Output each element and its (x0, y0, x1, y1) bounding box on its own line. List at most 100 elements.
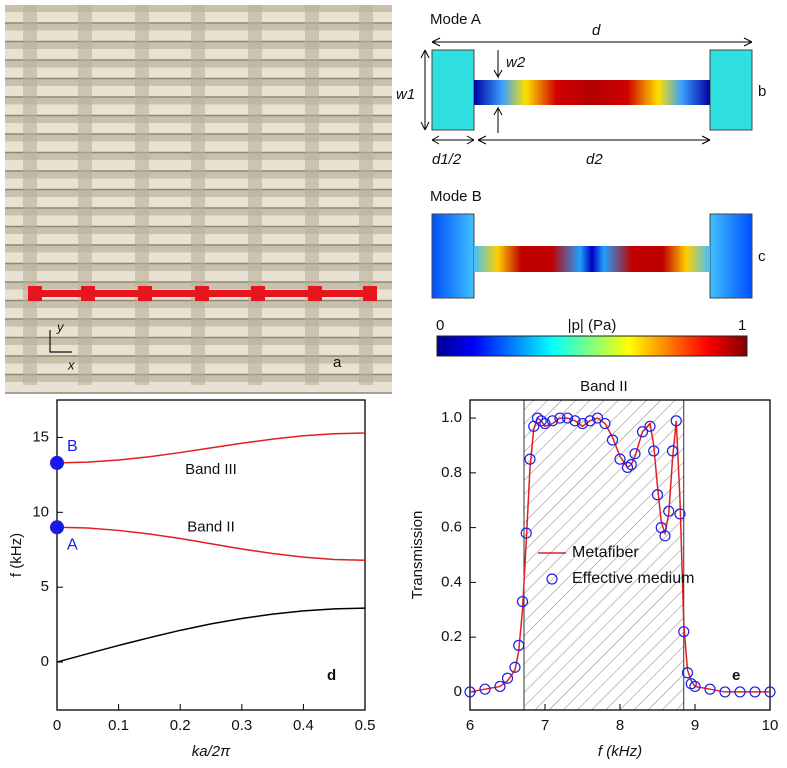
marker (659, 530, 671, 542)
y-tick-label: 0.6 (441, 519, 462, 536)
x-tick-label: 8 (616, 717, 624, 734)
column (305, 5, 319, 385)
legend-marker (546, 573, 558, 585)
marker (524, 453, 536, 465)
column (78, 5, 92, 385)
marker (569, 415, 581, 427)
panel-label: d (327, 667, 336, 684)
dim-label: d2 (586, 151, 603, 168)
marker (464, 686, 476, 698)
marker (670, 415, 682, 427)
marker (681, 667, 694, 679)
colorbar-label: |p| (Pa) (568, 317, 617, 334)
dim-label: w2 (506, 54, 526, 71)
marker (749, 686, 761, 698)
mode-shape (709, 49, 753, 131)
column (359, 5, 373, 385)
x-tick-label: 0 (53, 717, 61, 734)
marker (629, 448, 641, 460)
series-line (56, 607, 366, 663)
dim-arrow (420, 49, 430, 131)
marker (513, 639, 525, 651)
marker (591, 412, 604, 424)
dim-arrow (431, 135, 711, 145)
dim-label: d (592, 22, 601, 39)
x-tick-label: 6 (466, 717, 474, 734)
colorbar-min: 0 (436, 317, 444, 334)
marker (554, 412, 566, 424)
marker (531, 412, 544, 424)
marker (546, 415, 559, 427)
band-region (523, 399, 685, 711)
x-tick-label: 0.4 (293, 717, 314, 734)
colorbar (436, 335, 748, 357)
panel-label: b (758, 83, 766, 100)
marker (764, 686, 776, 698)
dim-arrow (493, 50, 503, 133)
marker (494, 680, 506, 693)
marker (621, 461, 634, 473)
marker (636, 426, 649, 438)
plot-frame (56, 399, 366, 711)
marker (685, 678, 697, 690)
y-tick-label: 0.8 (441, 464, 462, 481)
point-label: B (67, 438, 78, 455)
column (191, 5, 205, 385)
marker (734, 686, 746, 698)
marker (576, 417, 589, 430)
mode-point (50, 520, 64, 535)
red-block (81, 286, 95, 301)
marker (520, 527, 532, 539)
y-tick-label: 10 (32, 503, 49, 520)
marker (625, 459, 637, 471)
panel-label: a (333, 354, 342, 371)
band-label: Band II (580, 378, 628, 395)
marker (704, 683, 716, 695)
red-block (363, 286, 377, 301)
colorbar-max: 1 (738, 317, 746, 334)
marker (689, 680, 701, 693)
curve-label: Band III (185, 461, 237, 478)
mode-shape (431, 49, 475, 131)
point-label: A (67, 537, 78, 554)
column (248, 5, 262, 385)
x-axis-label: ka/2π (192, 743, 231, 760)
mode-shape (474, 246, 710, 272)
legend-label: Metafiber (572, 544, 639, 561)
red-block (195, 286, 209, 301)
y-axis-label: f (kHz) (8, 533, 25, 577)
fin (5, 382, 392, 393)
marker (516, 595, 529, 608)
x-axis-label: f (kHz) (598, 743, 642, 760)
series-line (469, 416, 770, 693)
marker (651, 489, 664, 501)
y-tick-label: 0.4 (441, 573, 462, 590)
marker (719, 686, 731, 698)
marker (479, 683, 491, 695)
marker (606, 434, 619, 446)
column (135, 5, 149, 385)
y-tick-label: 0 (41, 653, 49, 670)
x-tick-label: 0.1 (108, 717, 129, 734)
marker (539, 417, 551, 430)
marker (663, 505, 675, 517)
series-line (56, 526, 366, 561)
y-tick-label: 0 (454, 683, 462, 700)
series-line (56, 432, 366, 464)
marker (501, 672, 514, 684)
mode-shape (474, 80, 710, 105)
x-tick-label: 7 (541, 717, 549, 734)
red-block (308, 286, 322, 301)
x-tick-label: 0.3 (231, 717, 252, 734)
panel-label: e (732, 667, 740, 684)
y-tick-label: 1.0 (441, 409, 462, 426)
marker (561, 412, 574, 424)
photo-panel (5, 5, 392, 394)
mode-point (50, 455, 64, 470)
marker (584, 415, 596, 427)
y-tick-label: 0.2 (441, 628, 462, 645)
legend-label: Effective medium (572, 570, 694, 587)
marker (648, 445, 660, 457)
x-tick-label: 0.2 (170, 717, 191, 734)
